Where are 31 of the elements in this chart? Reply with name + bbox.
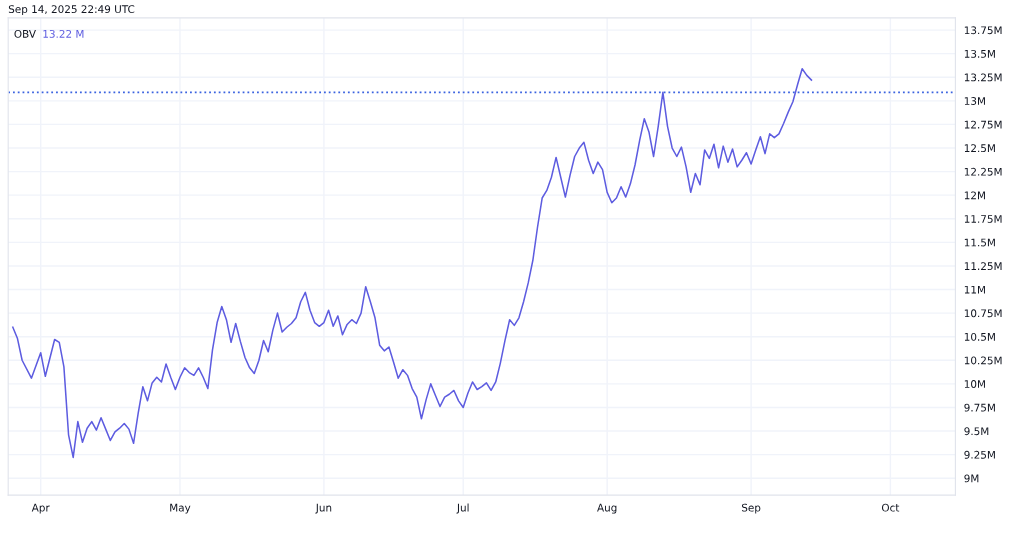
y-tick-label: 12.5M [964,144,995,153]
y-tick-label: 13.25M [964,73,1002,82]
y-tick-label: 10.25M [964,356,1002,365]
x-tick-label: May [170,503,191,514]
y-tick-label: 11.75M [964,215,1002,223]
y-tick-label: 11.25M [964,262,1002,271]
y-tick-label: 12M [964,191,985,200]
x-tick-label: Sep [741,503,761,514]
line-series [12,68,813,459]
x-tick-label: Jul [456,503,469,514]
y-tick-label: 12.25M [964,167,1002,176]
y-tick-label: 10.5M [964,332,995,341]
y-tick-label: 11M [964,285,985,294]
y-tick-label: 13.75M [964,26,1002,35]
x-tick-label: Oct [881,503,900,512]
y-tick-label: 10.75M [964,309,1002,318]
text: Sep 14, 2025 22:49 UTC [8,5,135,16]
y-tick-label: 9M [964,474,979,483]
y-tick-label: 10M [964,380,985,388]
y-tick-label: 12.75M [964,120,1002,129]
y-tick-label: 11.5M [964,238,995,247]
y-tick-label: 13M [964,97,985,105]
text: OBV [14,29,36,38]
y-tick-label: 9.25M [964,450,995,459]
y-tick-label: 13.5M [964,49,995,58]
x-tick-label: Jun [315,503,332,514]
x-tick-label: Apr [31,503,50,514]
y-tick-label: 9.5M [964,427,989,436]
y-tick-label: 9.75M [964,403,995,412]
annotation: 13.22 M [43,29,84,38]
x-tick-label: Aug [597,503,617,514]
